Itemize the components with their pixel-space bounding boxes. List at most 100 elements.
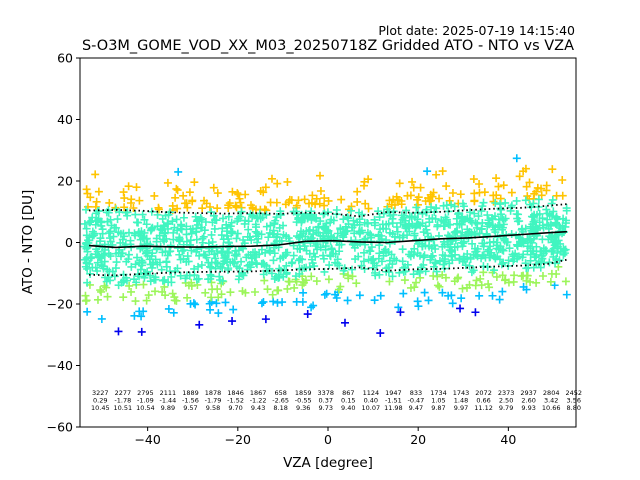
scatter-point (427, 253, 436, 262)
scatter-point (132, 183, 141, 192)
scatter-point (366, 230, 375, 239)
scatter-point (316, 243, 325, 252)
scatter-point (348, 272, 357, 281)
scatter-point (238, 268, 247, 277)
bin-mean: -1.78 (114, 397, 131, 405)
scatter-point (476, 274, 485, 283)
scatter-point (477, 281, 486, 290)
scatter-point (532, 242, 541, 251)
scatter-point (124, 250, 133, 259)
scatter-point (290, 283, 299, 292)
scatter-point (273, 286, 282, 295)
stat-lines (88, 203, 568, 277)
scatter-point (98, 229, 107, 238)
scatter-point (390, 254, 399, 263)
scatter-point (160, 237, 169, 246)
bin-count: 3378 (317, 389, 334, 397)
scatter-point (498, 225, 507, 234)
scatter-point (398, 245, 407, 254)
bin-mean: 1.05 (431, 397, 445, 405)
bin-count: 2111 (160, 389, 177, 397)
scatter-point (270, 240, 279, 249)
scatter-point (240, 219, 249, 228)
scatter-point (178, 246, 187, 255)
scatter-point (432, 267, 441, 276)
scatter-point (562, 290, 571, 299)
scatter-point (421, 222, 430, 231)
scatter-point (228, 187, 237, 196)
scatter-point (86, 269, 95, 278)
scatter-point (483, 247, 492, 256)
scatter-point (199, 232, 208, 241)
bin-count: 658 (274, 389, 286, 397)
scatter-point (201, 251, 210, 260)
scatter-point (477, 225, 486, 234)
scatter-point (524, 263, 533, 272)
scatter-point (435, 256, 444, 265)
scatter-point (187, 229, 196, 238)
scatter-point (294, 196, 303, 205)
scatter-point (478, 202, 487, 211)
scatter-point (173, 264, 182, 273)
scatter-point (174, 167, 183, 176)
scatter-point (206, 203, 215, 212)
scatter-point (425, 218, 434, 227)
scatter-point (385, 196, 394, 205)
scatter-point (483, 222, 492, 231)
scatter-point (519, 250, 528, 259)
scatter-point (208, 285, 217, 294)
scatter-point (138, 258, 147, 267)
scatter-point (538, 271, 547, 280)
scatter-point (396, 218, 405, 227)
scatter-point (395, 179, 404, 188)
bin-count: 3227 (92, 389, 109, 397)
scatter-point (499, 181, 508, 190)
scatter-point (112, 258, 121, 267)
scatter-point (416, 183, 425, 192)
scatter-point (187, 278, 196, 287)
scatter-point (306, 238, 315, 247)
scatter-point (538, 214, 547, 223)
scatter-point (307, 215, 316, 224)
bin-mean: 0.29 (93, 397, 107, 405)
scatter-point (355, 229, 364, 238)
scatter-point (539, 244, 548, 253)
scatter-point (172, 215, 181, 224)
scatter-point (173, 186, 182, 195)
scatter-point (469, 175, 478, 184)
bin-mean: 2.60 (521, 397, 535, 405)
scatter-point (410, 231, 419, 240)
scatter-point (177, 225, 186, 234)
scatter-point (163, 251, 172, 260)
scatter-point (537, 191, 546, 200)
scatter-point (530, 216, 539, 225)
scatter-point (339, 215, 348, 224)
scatter-point (299, 288, 308, 297)
scatter-point (226, 288, 235, 297)
scatter-point (233, 217, 242, 226)
scatter-point (99, 251, 108, 260)
scatter-point (138, 210, 147, 219)
scatter-point (327, 244, 336, 253)
scatter-point (454, 273, 463, 282)
scatter-point (264, 233, 273, 242)
scatter-point (319, 251, 328, 260)
scatter-point (163, 178, 172, 187)
scatter-point (272, 213, 281, 222)
scatter-point (493, 233, 502, 242)
scatter-point (210, 224, 219, 233)
scatter-point (212, 258, 221, 267)
scatter-point (288, 258, 297, 267)
scatter-point (154, 205, 163, 214)
scatter-point (139, 280, 148, 289)
scatter-point (100, 257, 109, 266)
scatter-point (269, 297, 278, 306)
scatter-point (432, 170, 441, 179)
scatter-point (227, 218, 236, 227)
scatter-point (211, 254, 220, 263)
bin-mean: 2.50 (499, 397, 513, 405)
scatter-point (490, 266, 499, 275)
scatter-point (131, 210, 140, 219)
scatter-point (371, 268, 380, 277)
scatter-point (127, 262, 136, 271)
